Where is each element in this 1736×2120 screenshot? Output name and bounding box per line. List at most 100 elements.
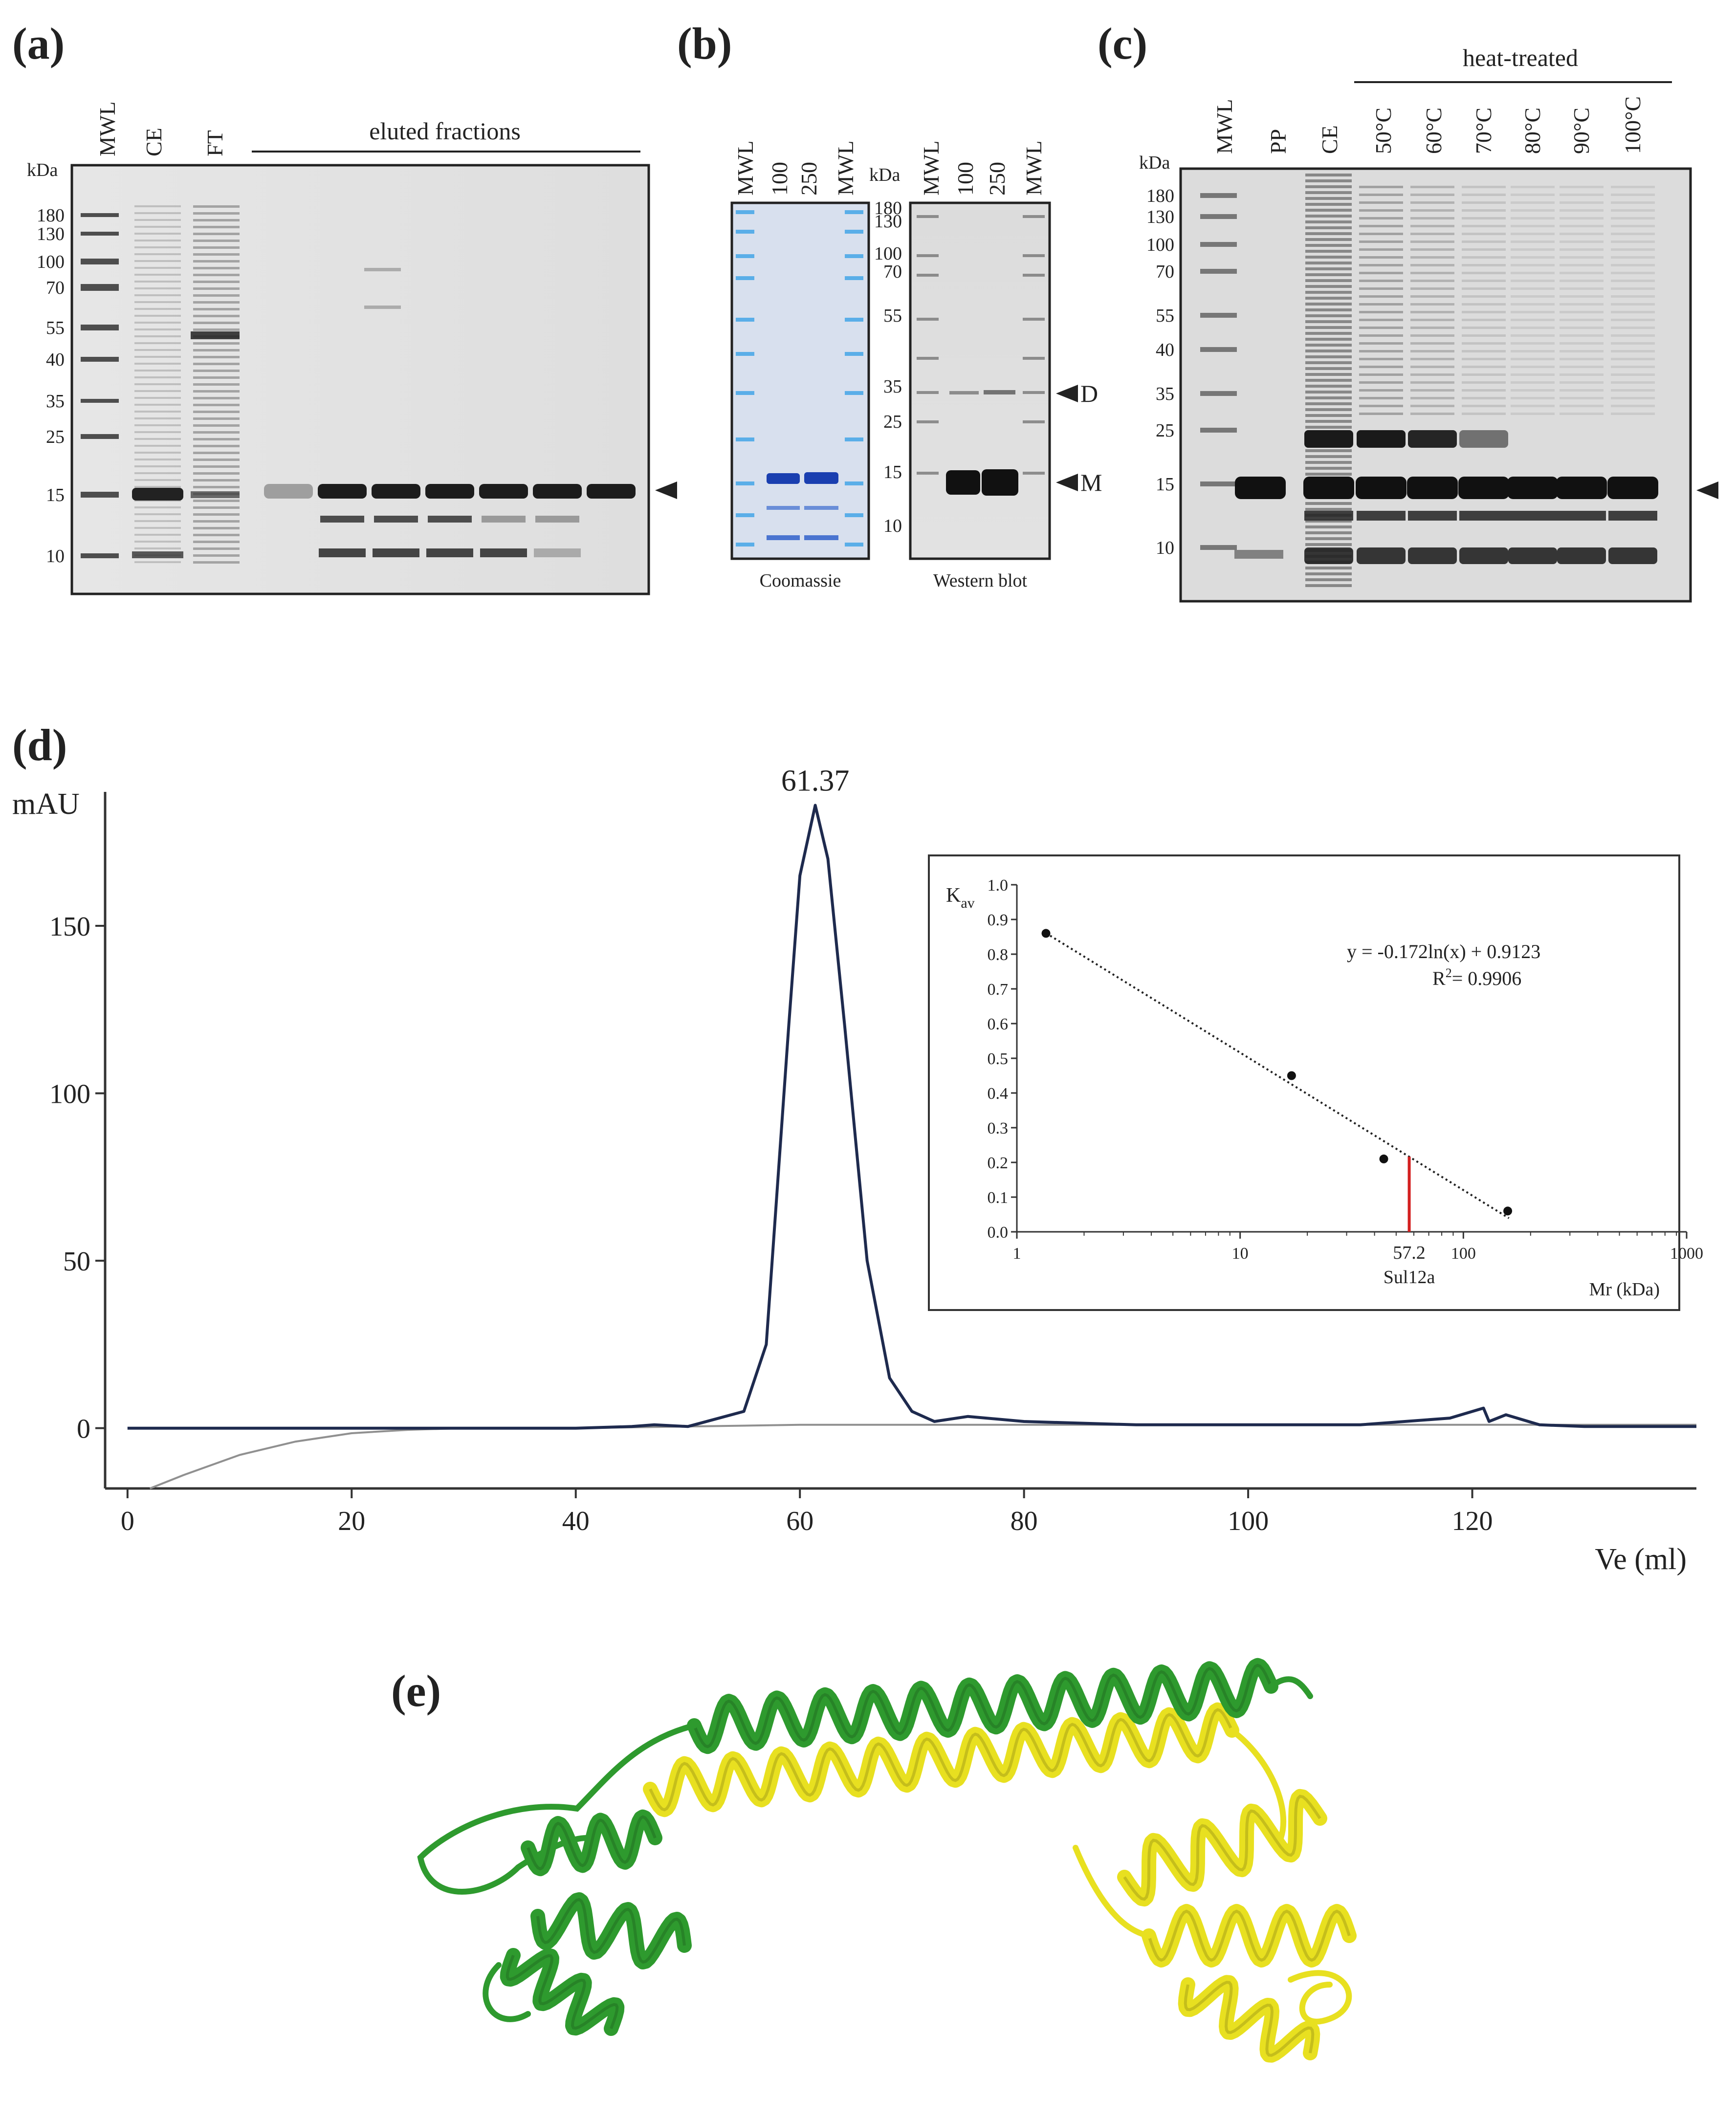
ce-smear-band-c: [1305, 232, 1352, 235]
gel-c-smear-band: [1359, 303, 1403, 306]
ce-smear-band: [134, 370, 181, 372]
coomassie-minor-band: [804, 506, 838, 510]
gel-c-smear-band: [1511, 413, 1555, 415]
gel-c-smear-band: [1511, 327, 1555, 329]
gel-c-smear-band: [1611, 358, 1655, 360]
coomassie-ladder-band: [736, 210, 754, 214]
ft-smear-band: [193, 294, 240, 297]
ce-smear-band-c: [1305, 361, 1352, 364]
ft-smear-band: [193, 452, 240, 454]
ce-smear-band-c: [1305, 308, 1352, 311]
gel-c-smear-band: [1359, 194, 1403, 196]
panel-a: (a) MWL CE FT eluted fractions kDa 18013…: [12, 19, 677, 595]
panel-b-label: (b): [677, 19, 732, 68]
ce-smear-band-c: [1305, 473, 1352, 476]
marker-label-a-15: 15: [46, 485, 65, 505]
gel-c-smear-band: [1462, 209, 1506, 212]
gel-c-smear-band: [1560, 303, 1604, 306]
coomassie-ladder-band: [845, 513, 863, 517]
pp-low-band: [1234, 550, 1283, 559]
ft-smear-band: [193, 219, 240, 221]
gel-c-smear-band: [1511, 295, 1555, 298]
western-ladder-band: [917, 472, 939, 475]
gel-c-smear-band: [1560, 373, 1604, 376]
gel-c-smear-band: [1611, 397, 1655, 399]
chain-a-helix-2: [521, 1809, 662, 1877]
coomassie-ladder-band: [736, 391, 754, 395]
ft-smear-band: [193, 226, 240, 228]
gel-c-smear-band: [1511, 256, 1555, 259]
arrowhead-c-icon: [1696, 481, 1718, 499]
coomassie-low-band: [767, 535, 800, 540]
gel-c-smear-band: [1611, 342, 1655, 345]
ce-smear-band: [134, 335, 181, 337]
ce-smear-band-c: [1305, 408, 1352, 411]
gel-c-smear-band: [1611, 233, 1655, 235]
gel-c-smear-band: [1410, 248, 1454, 251]
inset-y-tick-label: 0.2: [988, 1154, 1009, 1172]
gel-c-smear-band: [1462, 373, 1506, 376]
ce-smear-band: [134, 404, 181, 406]
ce-smear-band-c: [1305, 567, 1352, 569]
chromatogram-x-tick-label: 60: [786, 1506, 813, 1536]
gel-c-smear-band: [1410, 295, 1454, 298]
chromatogram-x-label: Ve (ml): [1595, 1543, 1687, 1576]
gel-c-smear-band: [1462, 264, 1506, 266]
coomassie-ladder-band: [845, 391, 863, 395]
mwl-band-c: [1200, 545, 1237, 550]
coomassie-ladder-band: [736, 254, 754, 258]
ce-smear-band: [134, 527, 181, 529]
ft-smear-band: [193, 246, 240, 249]
ft-smear-band: [193, 431, 240, 434]
chromatogram-y-tick-label: 50: [63, 1246, 90, 1277]
marker-label-c-15: 15: [1156, 474, 1174, 495]
gel-c-smear-band: [1560, 280, 1604, 282]
heat-treated-label: heat-treated: [1463, 44, 1578, 71]
gel-c-smear-band: [1462, 287, 1506, 290]
gel-c-10kda-band: [1408, 547, 1457, 564]
chromatogram-x-tick-label: 100: [1228, 1506, 1269, 1536]
ce-smear-band: [134, 260, 181, 262]
panel-d: (d) mAU 0 20 40 60 80 100 120 0 50 100 150 61.37 V…: [12, 720, 1703, 1576]
gel-c-12kda-band: [1608, 511, 1657, 521]
marker-label-a-70: 70: [46, 278, 65, 298]
gel-c-smear-band: [1611, 217, 1655, 219]
gel-c-15kda-band: [1356, 477, 1406, 499]
gel-c-smear-band: [1410, 264, 1454, 266]
gel-c-smear-band: [1410, 397, 1454, 399]
marker-label-b-70: 70: [883, 262, 902, 282]
panel-b: (b) MWL 100 250 MWL Coomassie kDa 180130…: [677, 19, 1102, 591]
gel-c-smear-band: [1359, 311, 1403, 313]
ce-smear-band-c: [1305, 367, 1352, 370]
marker-label-a-180: 180: [37, 205, 65, 226]
gel-c-25kda-band: [1459, 430, 1508, 448]
coomassie-ladder-band: [736, 543, 754, 546]
marker-label-a-25: 25: [46, 427, 65, 447]
inset-y-tick-label: 0.7: [988, 981, 1009, 999]
inset-y-tick-label: 0.0: [988, 1224, 1009, 1242]
gel-c-smear-band: [1511, 389, 1555, 392]
chain-b-long-helix: [643, 1702, 1239, 1817]
fit-r2-exp: 2: [1446, 966, 1452, 980]
chromatogram-y-tick-label: 100: [49, 1079, 90, 1110]
gel-c-smear-band: [1359, 381, 1403, 384]
gel-c-smear-band: [1611, 303, 1655, 306]
ce-smear-band: [134, 534, 181, 536]
ft-smear-band: [193, 363, 240, 365]
marker-label-c-40: 40: [1156, 340, 1174, 360]
gel-c-smear-band: [1560, 209, 1604, 212]
mwl-band-c: [1200, 313, 1237, 318]
chain-b-helix-2: [1117, 1789, 1327, 1907]
gel-c-smear-band: [1511, 397, 1555, 399]
lane-label-c-0: MWL: [1212, 99, 1237, 154]
ft-smear-band: [193, 472, 240, 475]
gel-c-smear-band: [1560, 366, 1604, 368]
ce-smear-band-c: [1305, 543, 1352, 546]
gel-c-smear-band: [1359, 319, 1403, 321]
coomassie-ladder-band: [736, 318, 754, 322]
ce-smear-band-c: [1305, 391, 1352, 393]
kda-label-c: kDa: [1139, 153, 1170, 173]
ce-smear-band: [134, 486, 181, 488]
gel-c-smear-band: [1511, 264, 1555, 266]
